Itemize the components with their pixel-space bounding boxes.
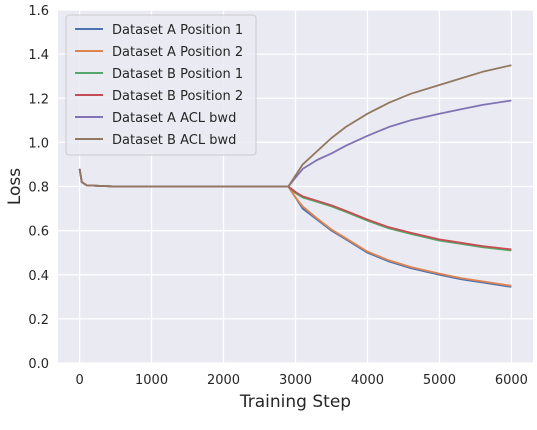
y-axis-label: Loss — [5, 168, 25, 205]
y-tick-label: 1.6 — [28, 4, 49, 19]
legend: Dataset A Position 1 Dataset A Position 2… — [65, 14, 257, 156]
x-tick-label: 1000 — [135, 373, 168, 388]
y-tick-label: 0.2 — [28, 313, 49, 328]
legend-entry: Dataset A Position 1 — [112, 23, 243, 38]
y-tick-label: 0.6 — [28, 225, 49, 240]
y-tick-label: 0.8 — [28, 181, 49, 196]
x-tick-label: 0 — [75, 373, 83, 388]
y-tick-label: 1.0 — [28, 136, 49, 151]
y-tick-label: 1.4 — [28, 48, 49, 63]
x-tick-label: 5000 — [423, 373, 456, 388]
x-tick-label: 3000 — [279, 373, 312, 388]
legend-entry: Dataset A ACL bwd — [112, 111, 236, 126]
grid — [58, 9, 533, 364]
y-tick-label: 1.2 — [28, 92, 49, 107]
tick-labels: 0 1000 2000 3000 4000 5000 6000 0.0 0.2 0.4 0.6 0.8… — [28, 4, 528, 388]
x-tick-label: 4000 — [351, 373, 384, 388]
series-layer — [78, 64, 512, 288]
legend-box — [65, 14, 257, 156]
legend-entry: Dataset B Position 2 — [112, 89, 243, 104]
x-axis-label: Training Step — [239, 392, 351, 412]
legend-entry: Dataset B ACL bwd — [112, 133, 236, 148]
legend-entry: Dataset A Position 2 — [112, 45, 243, 60]
legend-entry: Dataset B Position 1 — [112, 67, 243, 82]
y-tick-label: 0.4 — [28, 269, 49, 284]
series-line-6 — [78, 64, 512, 188]
x-tick-label: 6000 — [495, 373, 528, 388]
y-tick-label: 0.0 — [28, 357, 49, 372]
x-tick-label: 2000 — [207, 373, 240, 388]
